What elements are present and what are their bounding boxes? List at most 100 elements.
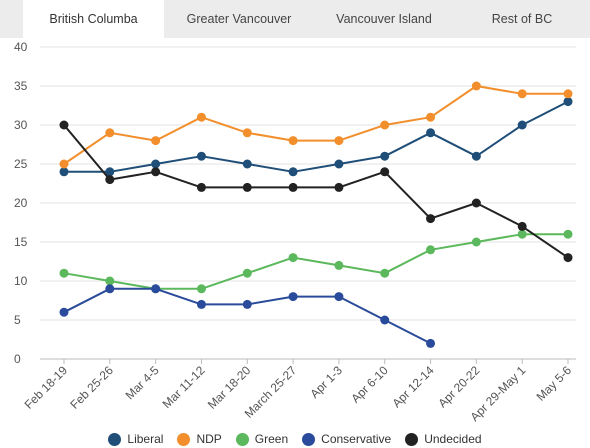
- legend-label: NDP: [196, 432, 222, 446]
- data-point-ndp[interactable]: [426, 112, 436, 122]
- data-point-conservative[interactable]: [105, 284, 115, 294]
- data-point-ndp[interactable]: [196, 112, 206, 122]
- data-point-liberal[interactable]: [380, 151, 390, 161]
- data-point-ndp[interactable]: [563, 89, 573, 99]
- data-point-conservative[interactable]: [151, 284, 161, 294]
- legend-swatch: [108, 432, 122, 446]
- data-point-undecided[interactable]: [334, 182, 344, 192]
- data-point-ndp[interactable]: [151, 136, 161, 146]
- data-point-green[interactable]: [196, 284, 206, 294]
- series-group: [59, 81, 573, 348]
- data-point-conservative[interactable]: [242, 299, 252, 309]
- x-tick-label: Apr 6-10: [348, 363, 391, 406]
- data-point-conservative[interactable]: [334, 292, 344, 302]
- data-point-undecided[interactable]: [59, 120, 69, 130]
- series-green: [59, 229, 573, 294]
- x-tick-label: Apr 20-22: [435, 363, 482, 410]
- data-point-liberal[interactable]: [196, 151, 206, 161]
- data-point-ndp[interactable]: [288, 136, 298, 146]
- region-tab-bar: British Columba Greater Vancouver Vancou…: [0, 0, 590, 38]
- data-point-ndp[interactable]: [517, 89, 527, 99]
- data-point-undecided[interactable]: [105, 175, 115, 185]
- data-point-ndp[interactable]: [334, 136, 344, 146]
- legend-item-liberal[interactable]: Liberal: [108, 432, 163, 446]
- x-tick-label: Feb 25-26: [67, 363, 116, 412]
- series-undecided: [59, 120, 573, 263]
- data-point-ndp[interactable]: [105, 128, 115, 138]
- x-tick-label: Apr 12-14: [390, 363, 437, 410]
- data-point-undecided[interactable]: [517, 221, 527, 231]
- legend-label: Undecided: [424, 432, 482, 446]
- data-point-green[interactable]: [380, 268, 390, 278]
- data-point-liberal[interactable]: [471, 151, 481, 161]
- data-point-conservative[interactable]: [196, 299, 206, 309]
- legend-swatch: [302, 432, 316, 446]
- series-conservative: [59, 284, 436, 348]
- series-line-liberal: [64, 100, 569, 173]
- data-point-liberal[interactable]: [105, 167, 115, 177]
- data-point-undecided[interactable]: [288, 182, 298, 192]
- data-point-liberal[interactable]: [426, 128, 436, 138]
- y-tick-label: 10: [14, 274, 28, 288]
- data-point-undecided[interactable]: [380, 167, 390, 177]
- data-point-green[interactable]: [517, 229, 527, 239]
- chart-legend: Liberal NDP Green Conservative Undecided: [0, 430, 590, 448]
- series-line-ndp: [63, 85, 568, 165]
- data-point-ndp[interactable]: [471, 81, 481, 91]
- y-tick-label: 40: [14, 40, 28, 54]
- x-tick-label: Mar 4-5: [123, 363, 162, 402]
- data-point-green[interactable]: [471, 237, 481, 247]
- legend-item-conservative[interactable]: Conservative: [302, 432, 391, 446]
- data-point-conservative[interactable]: [288, 292, 298, 302]
- data-point-green[interactable]: [59, 268, 69, 278]
- data-point-liberal[interactable]: [59, 167, 69, 177]
- data-point-ndp[interactable]: [380, 120, 390, 130]
- data-point-green[interactable]: [288, 253, 298, 263]
- data-point-undecided[interactable]: [242, 182, 252, 192]
- y-tick-label: 15: [14, 235, 28, 249]
- data-point-liberal[interactable]: [334, 159, 344, 169]
- tab-british-columbia[interactable]: British Columba: [23, 0, 164, 38]
- data-point-ndp[interactable]: [59, 159, 69, 169]
- x-tick-label: May 5-6: [534, 363, 575, 404]
- data-point-liberal[interactable]: [517, 120, 527, 130]
- legend-item-undecided[interactable]: Undecided: [405, 432, 482, 446]
- x-tick-label: Mar 11-12: [160, 363, 208, 411]
- x-tick-label: Apr 1-3: [307, 363, 345, 401]
- data-point-conservative[interactable]: [426, 338, 436, 348]
- legend-label: Liberal: [127, 432, 164, 446]
- data-point-green[interactable]: [426, 245, 436, 255]
- tab-vancouver-island[interactable]: Vancouver Island: [336, 12, 432, 26]
- y-tick-label: 0: [14, 352, 21, 366]
- data-point-liberal[interactable]: [288, 167, 298, 177]
- legend-item-green[interactable]: Green: [235, 432, 288, 446]
- data-point-conservative[interactable]: [59, 307, 69, 317]
- legend-swatch: [177, 432, 191, 446]
- y-tick-label: 5: [14, 313, 21, 327]
- data-point-undecided[interactable]: [426, 214, 436, 224]
- data-point-ndp[interactable]: [242, 128, 252, 138]
- data-point-green[interactable]: [334, 260, 344, 270]
- data-point-liberal[interactable]: [151, 159, 161, 169]
- data-point-undecided[interactable]: [471, 198, 481, 208]
- series-ndp: [59, 81, 573, 169]
- data-point-undecided[interactable]: [563, 253, 573, 263]
- x-tick-label: Feb 18-19: [22, 363, 71, 412]
- data-point-conservative[interactable]: [380, 315, 390, 325]
- gridlines: [40, 46, 576, 360]
- data-point-undecided[interactable]: [151, 167, 161, 177]
- data-point-liberal[interactable]: [242, 159, 252, 169]
- tab-rest-of-bc[interactable]: Rest of BC: [491, 12, 553, 26]
- data-point-green[interactable]: [242, 268, 252, 278]
- data-point-liberal[interactable]: [563, 97, 573, 107]
- y-tick-label: 30: [14, 118, 28, 132]
- data-point-undecided[interactable]: [196, 182, 206, 192]
- x-tick-label: Mar 18-20: [205, 363, 254, 412]
- y-tick-label: 20: [14, 196, 28, 210]
- data-point-green[interactable]: [105, 276, 115, 286]
- legend-item-ndp[interactable]: NDP: [177, 432, 222, 446]
- tab-greater-vancouver[interactable]: Greater Vancouver: [186, 12, 292, 26]
- data-point-green[interactable]: [563, 229, 573, 239]
